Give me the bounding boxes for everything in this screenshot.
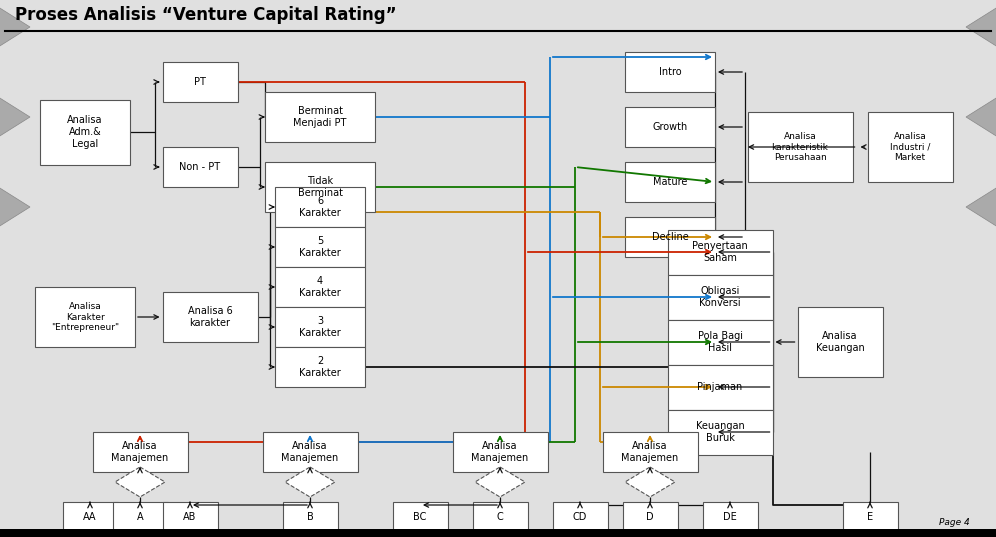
Text: C: C	[497, 512, 503, 522]
Text: CD: CD	[573, 512, 588, 522]
FancyBboxPatch shape	[35, 287, 135, 347]
FancyBboxPatch shape	[162, 62, 237, 102]
Text: Analisa
Manajemen: Analisa Manajemen	[112, 441, 168, 463]
FancyBboxPatch shape	[667, 274, 773, 320]
Polygon shape	[475, 467, 525, 497]
FancyBboxPatch shape	[275, 307, 365, 347]
Text: Pola Bagi
Hasil: Pola Bagi Hasil	[697, 331, 742, 353]
Text: Analisa
Industri /
Market: Analisa Industri / Market	[889, 132, 930, 162]
FancyBboxPatch shape	[452, 432, 548, 472]
Text: Analisa
Keuangan: Analisa Keuangan	[816, 331, 865, 353]
Text: Pinjaman: Pinjaman	[697, 382, 743, 392]
Text: Page 4: Page 4	[939, 518, 970, 527]
FancyBboxPatch shape	[667, 229, 773, 274]
Text: Tidak
Berminat: Tidak Berminat	[298, 176, 343, 198]
Text: Analisa
Manajemen: Analisa Manajemen	[622, 441, 678, 463]
Text: AA: AA	[84, 512, 97, 522]
Text: Keuangan
Buruk: Keuangan Buruk	[695, 421, 744, 443]
FancyBboxPatch shape	[667, 410, 773, 454]
FancyBboxPatch shape	[625, 52, 715, 92]
Text: Penyertaan
Saham: Penyertaan Saham	[692, 241, 748, 263]
FancyBboxPatch shape	[162, 292, 258, 342]
FancyBboxPatch shape	[265, 162, 375, 212]
Text: 3
Karakter: 3 Karakter	[299, 316, 341, 338]
Text: Analisa
Manajemen: Analisa Manajemen	[282, 441, 339, 463]
Polygon shape	[625, 467, 675, 497]
FancyBboxPatch shape	[748, 112, 853, 182]
FancyBboxPatch shape	[162, 502, 217, 532]
Text: 2
Karakter: 2 Karakter	[299, 356, 341, 378]
FancyBboxPatch shape	[622, 502, 677, 532]
Polygon shape	[115, 467, 165, 497]
FancyBboxPatch shape	[702, 502, 758, 532]
Text: AB: AB	[183, 512, 196, 522]
FancyBboxPatch shape	[553, 502, 608, 532]
FancyBboxPatch shape	[40, 99, 130, 164]
Polygon shape	[966, 185, 996, 229]
Polygon shape	[285, 467, 335, 497]
FancyBboxPatch shape	[275, 267, 365, 307]
Text: 5
Karakter: 5 Karakter	[299, 236, 341, 258]
Text: Analisa
Adm.&
Legal: Analisa Adm.& Legal	[68, 115, 103, 149]
FancyBboxPatch shape	[93, 432, 187, 472]
Text: 6
Karakter: 6 Karakter	[299, 196, 341, 218]
Polygon shape	[0, 5, 30, 49]
FancyBboxPatch shape	[275, 187, 365, 227]
FancyBboxPatch shape	[625, 107, 715, 147]
Text: A: A	[136, 512, 143, 522]
Text: B: B	[307, 512, 314, 522]
FancyBboxPatch shape	[113, 502, 167, 532]
Text: Analisa
Karakter
"Entrepreneur": Analisa Karakter "Entrepreneur"	[51, 302, 120, 332]
Polygon shape	[966, 95, 996, 139]
Text: PT: PT	[194, 77, 206, 87]
FancyBboxPatch shape	[263, 432, 358, 472]
FancyBboxPatch shape	[63, 502, 118, 532]
FancyBboxPatch shape	[265, 92, 375, 142]
FancyBboxPatch shape	[625, 162, 715, 202]
Bar	[0, 529, 996, 537]
Text: D: D	[646, 512, 653, 522]
Polygon shape	[0, 95, 30, 139]
FancyBboxPatch shape	[798, 307, 882, 377]
FancyBboxPatch shape	[667, 365, 773, 410]
FancyBboxPatch shape	[392, 502, 447, 532]
Text: Analisa
Manajemen: Analisa Manajemen	[471, 441, 529, 463]
FancyBboxPatch shape	[275, 227, 365, 267]
FancyBboxPatch shape	[667, 320, 773, 365]
Text: Growth: Growth	[652, 122, 687, 132]
FancyBboxPatch shape	[625, 217, 715, 257]
FancyBboxPatch shape	[472, 502, 528, 532]
Text: E: E	[867, 512, 873, 522]
FancyBboxPatch shape	[603, 432, 697, 472]
FancyBboxPatch shape	[275, 347, 365, 387]
Text: Obligasi
Konversi: Obligasi Konversi	[699, 286, 741, 308]
Text: Non - PT: Non - PT	[179, 162, 220, 172]
Text: Proses Analisis “Venture Capital Rating”: Proses Analisis “Venture Capital Rating”	[15, 6, 396, 24]
Text: Mature: Mature	[652, 177, 687, 187]
Text: Decline: Decline	[651, 232, 688, 242]
Text: DE: DE	[723, 512, 737, 522]
Text: 4
Karakter: 4 Karakter	[299, 276, 341, 298]
FancyBboxPatch shape	[868, 112, 952, 182]
FancyBboxPatch shape	[162, 147, 237, 187]
Polygon shape	[0, 185, 30, 229]
FancyBboxPatch shape	[283, 502, 338, 532]
FancyBboxPatch shape	[843, 502, 897, 532]
Text: Berminat
Menjadi PT: Berminat Menjadi PT	[293, 106, 347, 128]
Text: Intro: Intro	[658, 67, 681, 77]
Polygon shape	[966, 5, 996, 49]
Text: Analisa 6
karakter: Analisa 6 karakter	[187, 306, 232, 328]
Text: Analisa
karakteristik
Perusahaan: Analisa karakteristik Perusahaan	[772, 132, 829, 162]
Text: BC: BC	[413, 512, 426, 522]
